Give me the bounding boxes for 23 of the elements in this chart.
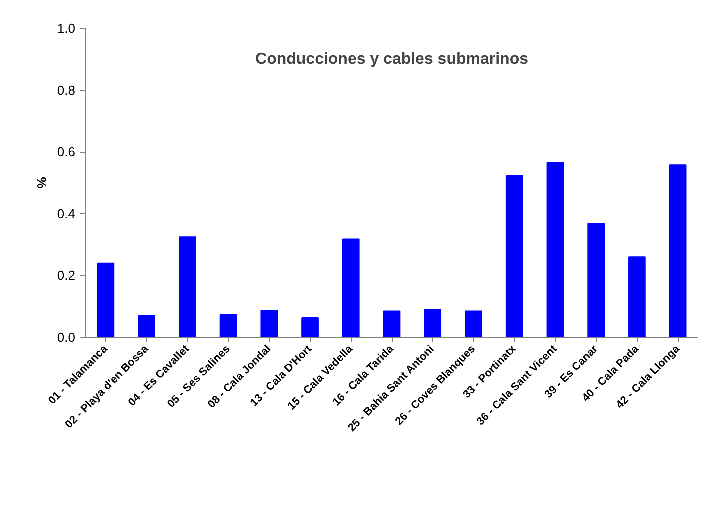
y-tick-label: 0.0: [57, 330, 76, 345]
bar: [424, 309, 442, 338]
y-tick-label: 0.6: [57, 144, 76, 160]
bar: [383, 310, 401, 338]
bar: [628, 256, 646, 338]
bar: [669, 164, 687, 338]
bar: [138, 315, 156, 338]
bar: [546, 162, 564, 338]
y-tick-label: 1.0: [57, 21, 76, 36]
bar: [465, 310, 482, 338]
text: Conducciones y cables submarinos: [256, 50, 529, 68]
y-tick-label: 0.2: [57, 268, 76, 284]
bar: [178, 236, 196, 338]
y-tick-label: 0.8: [57, 82, 76, 98]
bar: [302, 318, 319, 338]
bar: [588, 223, 606, 338]
bar: [220, 314, 238, 338]
bar: [506, 175, 524, 338]
bar: [260, 310, 278, 338]
y-tick-label: 0.4: [57, 206, 76, 222]
bar: [97, 262, 115, 338]
y-axis-title: %: [34, 176, 50, 189]
bar: [342, 238, 360, 338]
